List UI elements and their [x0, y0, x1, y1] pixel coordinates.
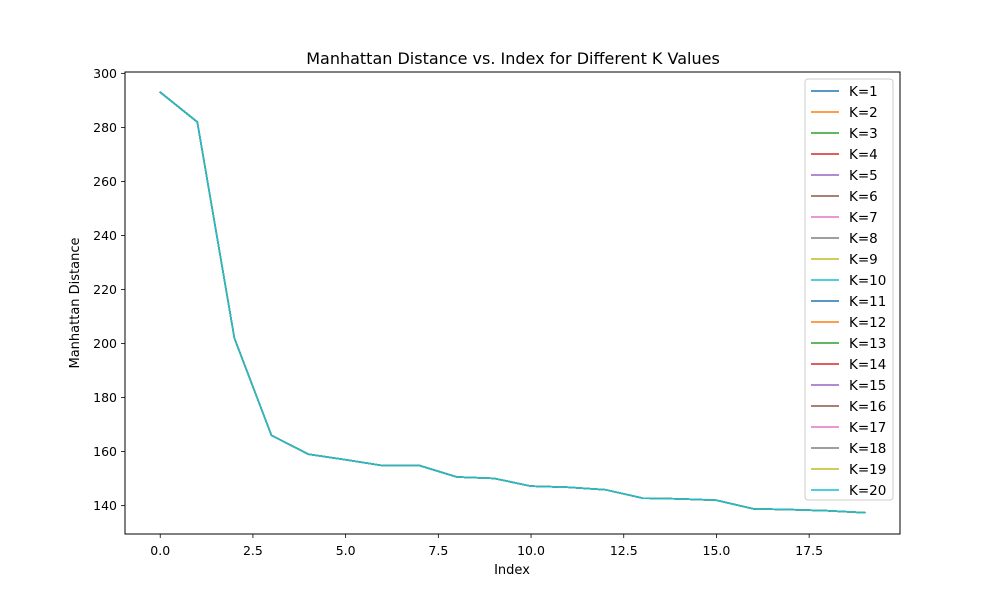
- series-layer: [159, 91, 866, 514]
- chart-title: Manhattan Distance vs. Index for Differe…: [306, 49, 720, 68]
- legend-label: K=10: [849, 273, 886, 289]
- x-tick-label: 7.5: [428, 543, 448, 558]
- y-tick-label: 160: [93, 444, 117, 459]
- legend-label: K=9: [849, 252, 878, 268]
- x-tick-label: 17.5: [795, 543, 823, 558]
- y-tick-label: 260: [93, 174, 117, 189]
- y-tick-label: 140: [93, 498, 117, 513]
- y-axis-label: Manhattan Distance: [68, 237, 83, 368]
- x-tick-label: 2.5: [243, 543, 263, 558]
- legend-label: K=2: [849, 105, 878, 121]
- legend-label: K=4: [849, 147, 878, 163]
- legend-label: K=1: [849, 84, 878, 100]
- legend-label: K=7: [849, 210, 878, 226]
- legend-box: [804, 78, 894, 501]
- legend-label: K=13: [849, 336, 886, 352]
- legend-label: K=8: [849, 231, 878, 247]
- x-tick-label: 0.0: [150, 543, 170, 558]
- x-tick-label: 10.0: [517, 543, 545, 558]
- x-tick-label: 12.5: [610, 543, 638, 558]
- legend-label: K=15: [849, 378, 886, 394]
- plot-frame: [124, 71, 901, 535]
- y-tick-label: 300: [93, 66, 117, 81]
- y-tick-label: 200: [93, 336, 117, 351]
- legend-label: K=6: [849, 189, 878, 205]
- y-tick-label: 180: [93, 390, 117, 405]
- x-axis-label: Index: [494, 563, 530, 578]
- legend-label: K=17: [849, 420, 886, 436]
- legend-label: K=3: [849, 126, 878, 142]
- y-axis: 140 160 180 200 220 240 260 280 300: [93, 66, 125, 513]
- legend-label: K=14: [849, 357, 886, 373]
- series-line-k20: [159, 91, 866, 514]
- legend-label: K=5: [849, 168, 878, 184]
- x-tick-label: 5.0: [336, 543, 356, 558]
- legend: K=1 K=2 K=3 K=4 K=5 K=6 K=7 K=8 K=9 K=10 K=11 K=12 K…: [804, 78, 894, 501]
- legend-label: K=11: [849, 294, 886, 310]
- x-axis: 0.0 2.5 5.0 7.5 10.0 12.5 15.0 17.5: [150, 534, 823, 558]
- legend-label: K=12: [849, 315, 886, 331]
- y-tick-label: 220: [93, 282, 117, 297]
- legend-label: K=19: [849, 462, 886, 478]
- legend-label: K=18: [849, 441, 886, 457]
- legend-label: K=20: [849, 483, 886, 499]
- x-tick-label: 15.0: [703, 543, 731, 558]
- legend-label: K=16: [849, 399, 886, 415]
- y-tick-label: 280: [93, 120, 117, 135]
- y-tick-label: 240: [93, 228, 117, 243]
